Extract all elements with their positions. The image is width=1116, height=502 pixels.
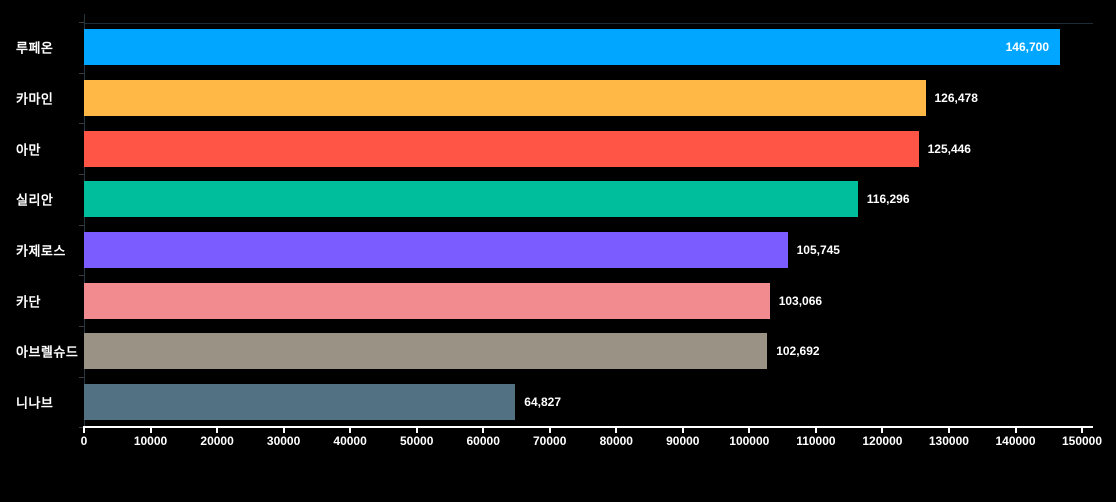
x-axis-tick (814, 428, 817, 433)
value-label: 103,066 (778, 293, 823, 308)
y-axis-tick (79, 326, 84, 327)
category-label: 실리안 (16, 192, 54, 208)
x-axis-tick (415, 428, 418, 433)
x-axis-tick (1081, 428, 1083, 433)
x-axis-tick (216, 428, 219, 433)
x-axis-tick-label: 110000 (796, 434, 836, 448)
category-label: 카제로스 (16, 243, 66, 259)
category-label: 루페온 (16, 40, 54, 56)
x-axis-tick-label: 140000 (995, 434, 1036, 448)
x-axis-tick-label: 130000 (928, 434, 969, 448)
y-axis-tick (79, 174, 84, 175)
bar (84, 29, 1060, 66)
x-axis-tick (615, 428, 618, 433)
category-label: 카마인 (16, 91, 54, 107)
value-label: 126,478 (934, 91, 978, 105)
x-axis-tick (282, 428, 285, 433)
x-axis-tick (947, 428, 950, 433)
value-label: 146,700 (1005, 40, 1049, 55)
bar (84, 231, 788, 268)
value-label: 105,745 (796, 242, 840, 257)
y-axis-tick (79, 73, 84, 74)
bar (84, 130, 919, 167)
category-label: 니나브 (16, 395, 54, 411)
x-axis-tick-label: 100000 (729, 434, 770, 448)
category-label: 카단 (16, 294, 41, 310)
x-axis-tick-label: 30000 (266, 434, 301, 448)
x-axis-tick-label: 60000 (466, 434, 500, 448)
y-axis-line (84, 14, 85, 426)
x-axis-tick-label: 20000 (200, 434, 234, 448)
plot-top-border (84, 23, 1093, 24)
x-axis-tick-label: 150000 (1061, 434, 1103, 448)
x-axis-tick (881, 428, 884, 433)
bar (84, 333, 768, 370)
x-axis-line (83, 426, 1093, 428)
y-axis-tick (79, 123, 84, 124)
value-label: 102,692 (776, 344, 820, 359)
value-label: 116,296 (866, 192, 910, 207)
x-axis-tick-label: 120000 (862, 434, 903, 448)
x-axis-tick (482, 428, 485, 433)
bar (84, 181, 858, 218)
x-axis-tick-label: 40000 (333, 434, 367, 448)
x-axis-tick-label: 80000 (599, 434, 633, 448)
value-label: 125,446 (927, 141, 971, 156)
y-axis-tick (79, 22, 84, 23)
x-axis-tick (349, 428, 352, 433)
x-axis-tick (149, 428, 152, 433)
x-axis-tick (1014, 428, 1017, 433)
y-axis-tick (79, 225, 84, 226)
x-axis-tick-label: 0 (80, 434, 88, 448)
x-axis-tick (681, 428, 684, 433)
y-axis-tick (79, 377, 84, 378)
category-label: 아브렐슈드 (16, 344, 79, 360)
bar (84, 80, 926, 116)
x-axis-tick (548, 428, 551, 433)
value-label: 64,827 (524, 394, 561, 409)
y-axis-tick (79, 275, 84, 276)
x-axis-tick-label: 50000 (400, 434, 434, 448)
bar (84, 282, 770, 319)
x-axis-tick (748, 428, 751, 433)
x-axis-tick-label: 10000 (133, 434, 168, 448)
y-axis-tick (79, 427, 84, 428)
category-label: 아만 (16, 142, 41, 158)
x-axis-tick (83, 428, 85, 433)
bar (84, 383, 516, 420)
x-axis-tick-label: 90000 (666, 434, 700, 448)
x-axis-tick-label: 70000 (533, 434, 567, 448)
